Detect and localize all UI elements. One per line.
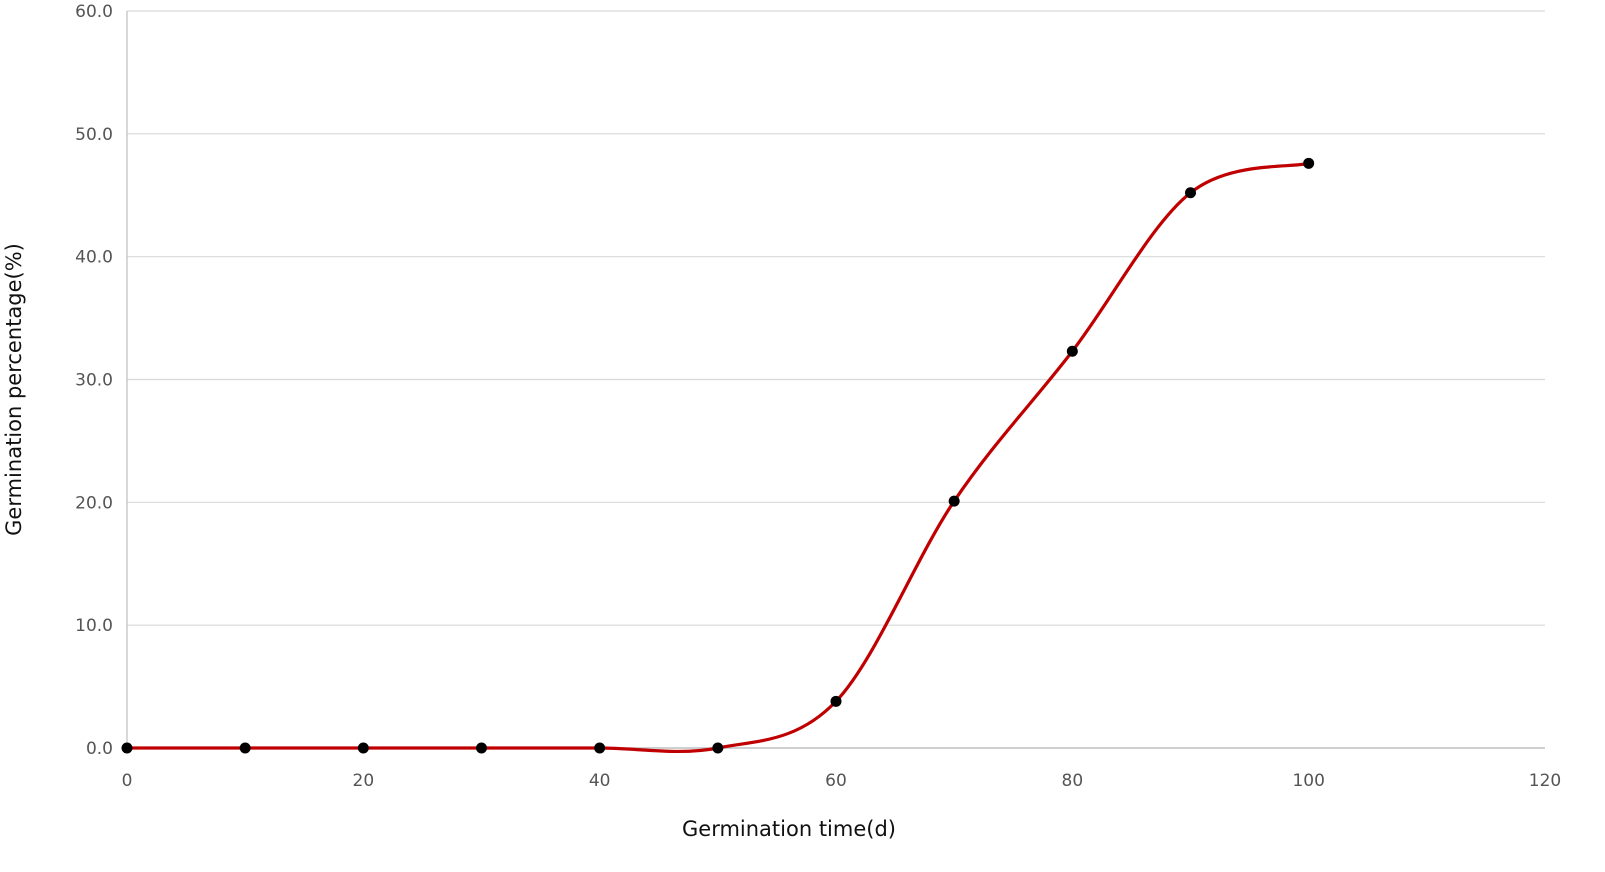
x-tick-label: 20 [353,771,375,791]
data-point-marker [476,742,487,754]
y-tick-label: 20.0 [75,493,113,513]
gridlines [127,10,1545,626]
x-tick-labels: 0 20 40 60 80 100 120 [122,771,1562,791]
y-tick-label: 40.0 [75,248,113,268]
x-tick-label: 0 [122,771,133,791]
x-tick-label: 60 [825,771,847,791]
x-axis-title: Germination time(d) [682,817,896,841]
data-point-marker [1303,157,1315,169]
y-tick-label: 50.0 [75,125,113,145]
data-point-marker [239,742,251,754]
y-tick-label: 10.0 [75,616,113,636]
x-tick-label: 40 [589,771,611,791]
y-tick-labels: 0.0 10.0 20.0 30.0 40.0 50.0 60.0 [75,2,113,759]
x-tick-label: 120 [1529,771,1561,791]
data-point-marker [830,695,842,707]
x-tick-label: 100 [1292,771,1324,791]
x-tick-label: 80 [1062,771,1084,791]
y-tick-label: 0.0 [86,739,113,759]
data-points [121,157,1315,754]
y-axis-title: Germination percentage(%) [2,243,26,536]
series [125,161,1311,754]
data-point-marker [712,742,724,754]
y-tick-label: 60.0 [75,2,113,22]
data-point-marker [357,742,369,754]
series-line [125,161,1311,754]
data-point-marker [948,495,960,507]
y-tick-label: 30.0 [75,371,113,391]
data-point-marker [1066,345,1078,357]
data-point-marker [1185,187,1196,199]
data-point-marker [594,742,606,754]
data-point-marker [121,742,133,754]
